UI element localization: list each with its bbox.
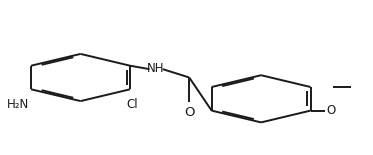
Text: O: O — [184, 106, 194, 119]
Text: H₂N: H₂N — [7, 98, 29, 111]
Text: O: O — [327, 104, 336, 117]
Text: NH: NH — [147, 62, 165, 75]
Text: Cl: Cl — [126, 98, 138, 111]
